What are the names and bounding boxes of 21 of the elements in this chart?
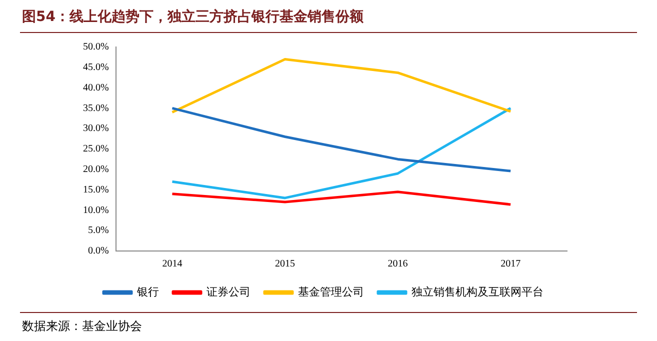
x-tick-label: 2016 bbox=[388, 258, 408, 270]
legend-label: 独立销售机构及互联网平台 bbox=[412, 285, 544, 298]
y-tick-label: 15.0% bbox=[82, 184, 109, 196]
y-tick-label: 20.0% bbox=[82, 164, 109, 176]
legend-label: 基金管理公司 bbox=[298, 285, 364, 298]
legend-label: 证券公司 bbox=[206, 285, 250, 298]
y-tick-label: 35.0% bbox=[82, 102, 109, 114]
x-tick-label: 2014 bbox=[162, 258, 182, 270]
source-note: 数据来源：基金业协会 bbox=[22, 318, 142, 335]
chart-title: 图54：线上化趋势下，独立三方挤占银行基金销售份额 bbox=[22, 8, 364, 26]
y-tick-label: 50.0% bbox=[82, 42, 109, 53]
y-tick-label: 40.0% bbox=[82, 82, 109, 94]
y-tick-label: 45.0% bbox=[82, 62, 109, 74]
x-tick-label: 2015 bbox=[275, 258, 296, 270]
x-tick-label: 2017 bbox=[500, 258, 521, 270]
y-tick-label: 5.0% bbox=[88, 225, 109, 236]
y-tick-label: 0.0% bbox=[88, 246, 109, 257]
y-tick-label: 10.0% bbox=[82, 204, 109, 216]
y-tick-label: 30.0% bbox=[82, 123, 109, 134]
legend-label: 银行 bbox=[136, 285, 159, 298]
y-tick-label: 25.0% bbox=[82, 144, 109, 155]
